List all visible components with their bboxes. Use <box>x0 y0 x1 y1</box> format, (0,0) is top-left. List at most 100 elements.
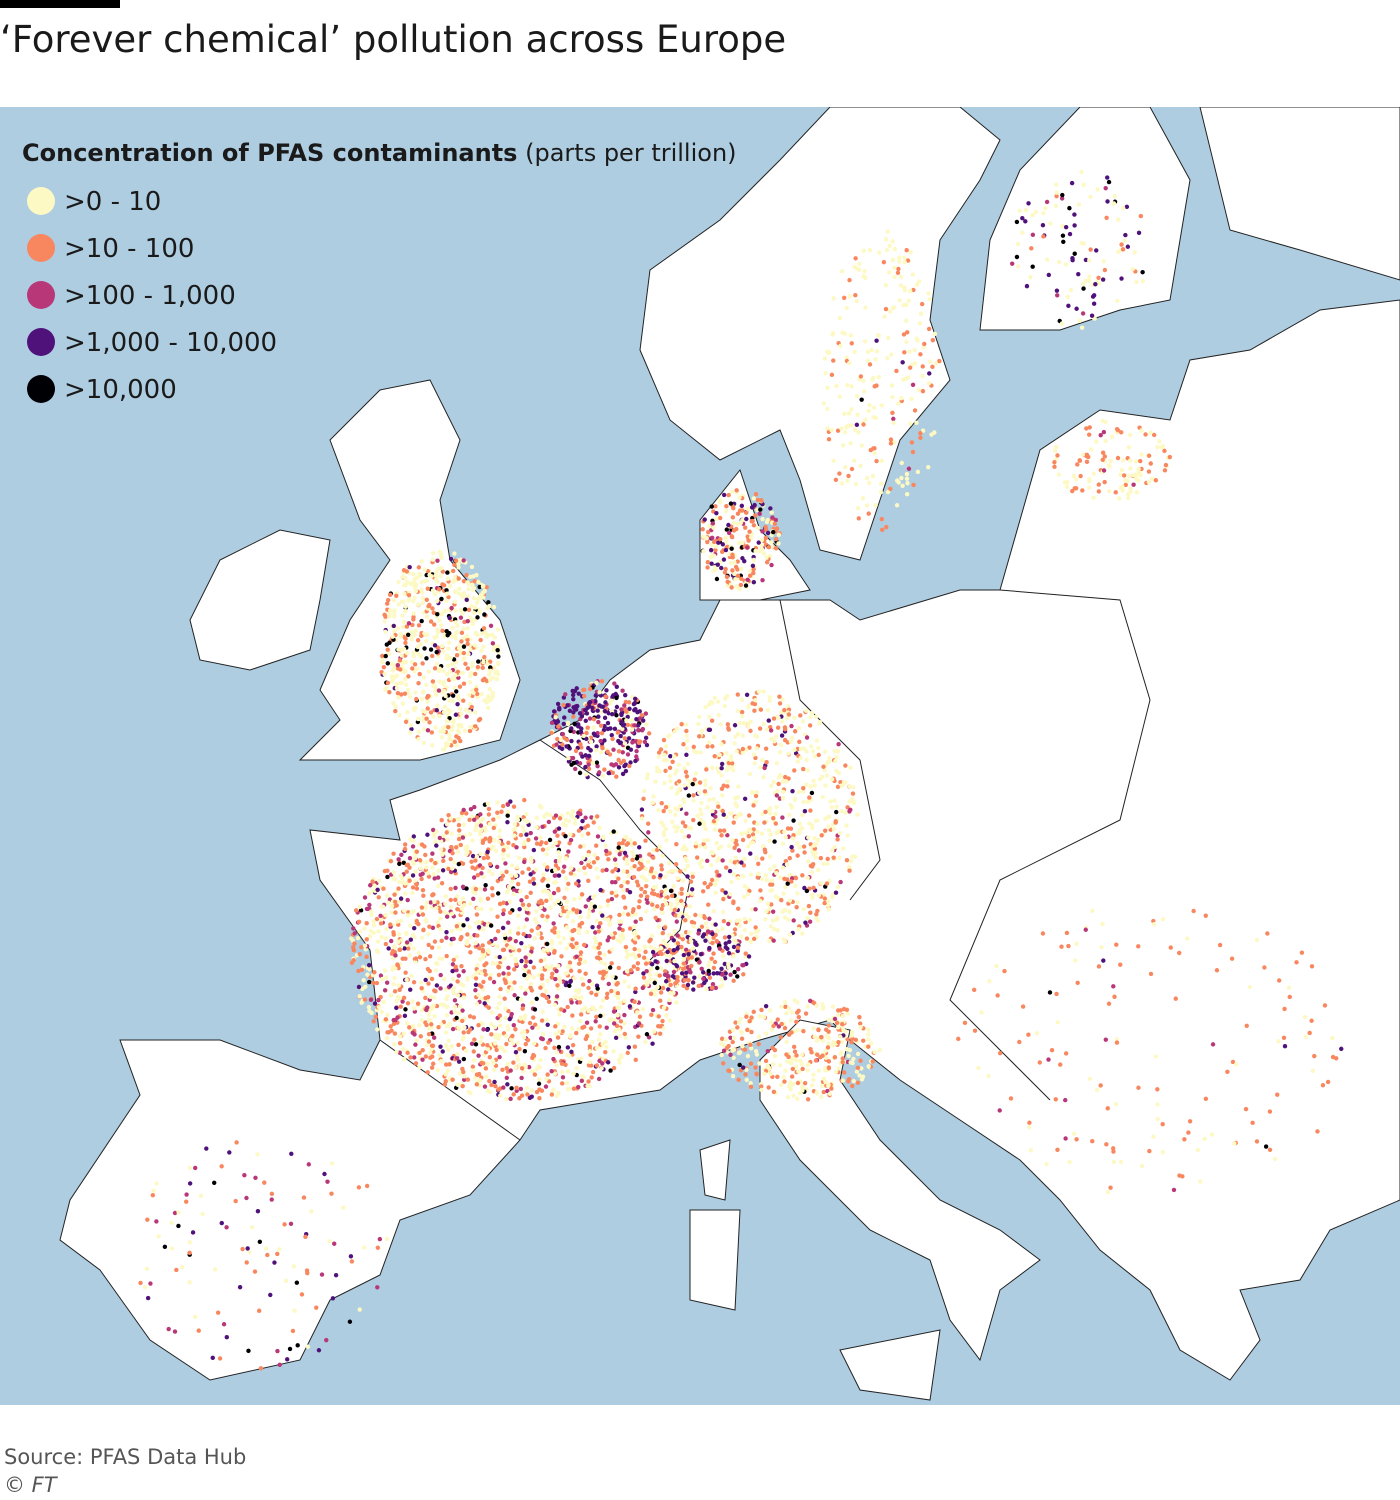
dot <box>851 1056 856 1062</box>
dot <box>520 902 526 907</box>
dot <box>635 883 641 888</box>
dot <box>456 973 462 978</box>
dot <box>478 832 483 837</box>
dot <box>393 704 398 709</box>
dot <box>540 913 545 919</box>
dot <box>463 707 468 713</box>
dot <box>685 761 691 766</box>
dot <box>819 1094 824 1100</box>
dot <box>496 654 501 659</box>
dot <box>558 737 564 743</box>
dot <box>679 722 684 727</box>
dot <box>544 1076 549 1082</box>
dot <box>805 875 810 881</box>
dot <box>706 968 711 974</box>
dot <box>568 837 574 843</box>
dot <box>631 874 637 880</box>
dot <box>415 602 421 608</box>
dot <box>711 935 716 940</box>
dot <box>739 697 745 702</box>
dot <box>552 925 557 931</box>
dot <box>460 1066 465 1072</box>
dot <box>714 938 719 944</box>
dot <box>519 1075 524 1081</box>
dot <box>491 1060 496 1066</box>
dot <box>573 748 579 754</box>
dot <box>524 832 529 837</box>
dot <box>797 830 802 835</box>
dot <box>820 794 825 800</box>
dot <box>599 704 604 709</box>
dot <box>682 783 687 788</box>
dot <box>446 640 452 645</box>
dot <box>482 887 488 892</box>
dot <box>426 1017 432 1022</box>
dot <box>671 938 676 943</box>
dot <box>553 840 559 846</box>
dot <box>719 761 725 767</box>
dot <box>614 774 619 779</box>
dot <box>566 910 571 915</box>
dot <box>434 905 439 911</box>
dot <box>818 1054 823 1060</box>
dot <box>432 666 438 671</box>
dot <box>522 840 528 845</box>
dot <box>642 890 648 895</box>
dot <box>631 853 636 859</box>
dot <box>578 914 583 920</box>
dot <box>449 911 455 916</box>
dot <box>835 1008 841 1013</box>
dot <box>483 1074 489 1079</box>
dot <box>397 681 403 686</box>
dot <box>789 844 794 850</box>
dot <box>792 998 797 1003</box>
dot <box>414 886 420 891</box>
dot <box>452 1009 458 1014</box>
dot <box>524 976 530 982</box>
dot <box>382 619 387 624</box>
dot <box>783 1068 788 1073</box>
dot <box>732 723 738 728</box>
dot <box>673 981 678 986</box>
dot <box>586 985 591 991</box>
dot <box>748 851 753 856</box>
dot <box>758 888 763 893</box>
dot <box>405 913 411 918</box>
dot <box>458 738 463 744</box>
dot <box>683 947 689 952</box>
dot <box>781 1074 786 1080</box>
dot <box>664 758 670 763</box>
dot <box>366 1004 372 1010</box>
dot <box>597 825 602 831</box>
dot <box>495 647 500 653</box>
dot <box>408 723 414 728</box>
dot <box>484 634 490 639</box>
dot <box>739 503 745 509</box>
dot <box>797 845 803 850</box>
dot <box>440 956 445 962</box>
dot <box>459 630 465 636</box>
dot <box>779 733 785 738</box>
dot <box>758 707 764 712</box>
dot <box>568 871 574 876</box>
dot <box>805 1004 810 1009</box>
dot <box>611 829 616 834</box>
dot <box>618 1000 623 1006</box>
dot <box>710 521 716 526</box>
dot <box>598 959 604 965</box>
dot <box>634 717 639 722</box>
dot <box>566 849 571 854</box>
dot <box>723 547 729 553</box>
dot <box>429 858 434 863</box>
dot <box>376 878 382 884</box>
dot <box>497 994 502 999</box>
dot <box>518 832 524 838</box>
dot <box>823 783 828 788</box>
dot <box>749 931 754 937</box>
dot <box>639 807 645 812</box>
dot <box>446 1038 452 1044</box>
dot <box>431 1003 436 1008</box>
dot <box>775 1017 780 1022</box>
dot <box>397 1041 403 1046</box>
dot <box>411 980 417 985</box>
